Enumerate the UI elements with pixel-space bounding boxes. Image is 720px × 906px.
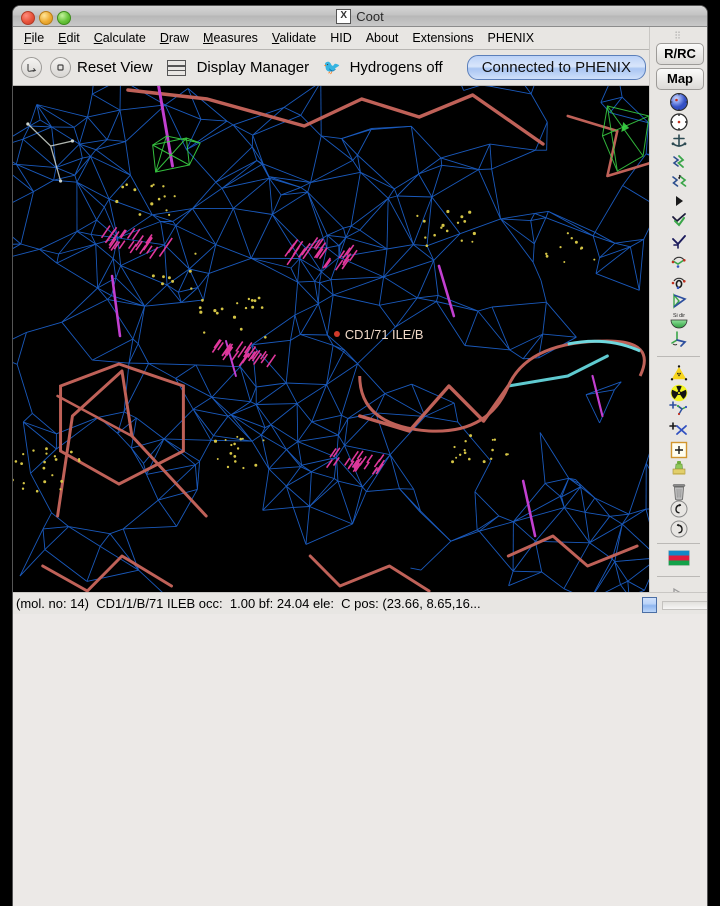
svg-text:Si dir: Si dir [672,313,684,319]
svg-text:CD1/71 ILE/B: CD1/71 ILE/B [345,327,424,342]
